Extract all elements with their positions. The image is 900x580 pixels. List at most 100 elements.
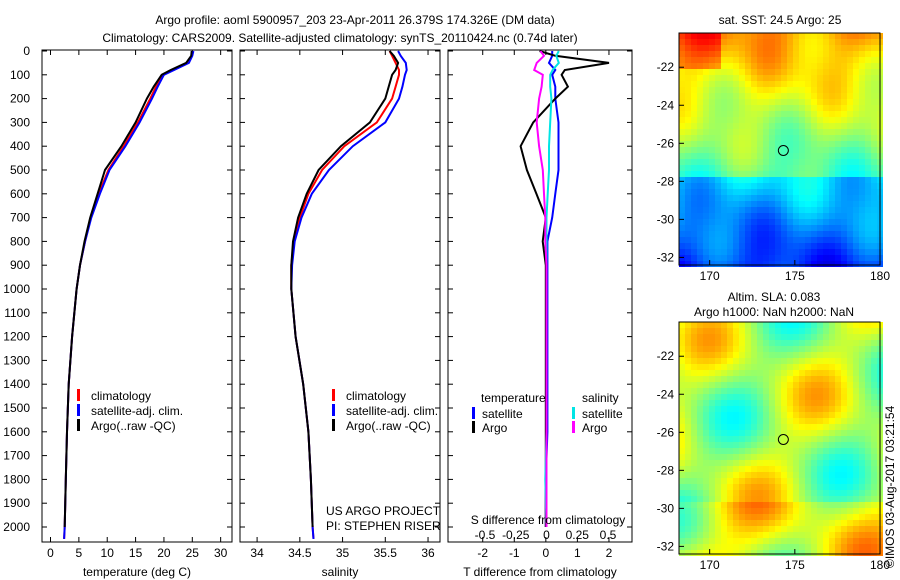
map-cell <box>739 520 745 526</box>
map-cell <box>865 358 871 364</box>
map-cell <box>769 424 775 430</box>
map-cell <box>769 153 775 159</box>
map-cell <box>847 261 853 267</box>
map-cell <box>757 544 763 550</box>
map-cell <box>835 544 841 550</box>
map-cell <box>805 171 811 177</box>
map-cell <box>847 99 853 105</box>
map-cell <box>763 382 769 388</box>
map-cell <box>817 352 823 358</box>
map-cell <box>859 159 865 165</box>
map-cell <box>811 394 817 400</box>
map-cell <box>739 472 745 478</box>
map-cell <box>757 532 763 538</box>
map-cell <box>775 520 781 526</box>
map-cell <box>817 508 823 514</box>
map-cell <box>769 111 775 117</box>
map-cell <box>697 75 703 81</box>
map-cell <box>685 376 691 382</box>
map-cell <box>679 63 685 69</box>
map-cell <box>805 484 811 490</box>
map-cell <box>793 382 799 388</box>
map-cell <box>781 358 787 364</box>
map-cell <box>775 430 781 436</box>
map-cell <box>751 219 757 225</box>
map-cell <box>745 231 751 237</box>
map-cell <box>685 430 691 436</box>
map-cell <box>757 225 763 231</box>
map-cell <box>727 261 733 267</box>
map-cell <box>805 442 811 448</box>
map-cell <box>805 526 811 532</box>
map-cell <box>697 123 703 129</box>
map-cell <box>841 51 847 57</box>
map-cell <box>769 237 775 243</box>
map-cell <box>691 328 697 334</box>
map-cell <box>697 358 703 364</box>
map-cell <box>703 460 709 466</box>
map-cell <box>805 261 811 267</box>
map-cell <box>835 520 841 526</box>
map-cell <box>775 33 781 39</box>
map-cell <box>781 430 787 436</box>
map-cell <box>871 502 877 508</box>
map-cell <box>817 243 823 249</box>
map-cell <box>835 237 841 243</box>
map-cell <box>703 225 709 231</box>
map-cell <box>697 490 703 496</box>
map-cell <box>853 412 859 418</box>
map-cell <box>733 123 739 129</box>
map-cell <box>739 346 745 352</box>
map-cell <box>763 418 769 424</box>
map-cell <box>745 261 751 267</box>
map-cell <box>739 400 745 406</box>
map-cell <box>835 153 841 159</box>
map-cell <box>739 538 745 544</box>
map-cell <box>829 159 835 165</box>
map-cell <box>769 135 775 141</box>
map-cell <box>871 219 877 225</box>
map-cell <box>745 424 751 430</box>
map-cell <box>835 472 841 478</box>
map-cell <box>811 454 817 460</box>
map-cell <box>847 165 853 171</box>
map-cell <box>841 400 847 406</box>
map-cell <box>823 478 829 484</box>
map-cell <box>721 490 727 496</box>
map-cell <box>823 249 829 255</box>
map-cell <box>805 177 811 183</box>
map-cell <box>835 207 841 213</box>
map-cell <box>853 334 859 340</box>
map-cell <box>823 490 829 496</box>
map-cell <box>685 544 691 550</box>
map-cell <box>679 165 685 171</box>
legend-label: Argo <box>482 421 508 435</box>
map-cell <box>853 394 859 400</box>
map-cell <box>745 243 751 249</box>
map-cell <box>871 87 877 93</box>
map-cell <box>685 340 691 346</box>
map-cell <box>775 201 781 207</box>
map-cell <box>739 135 745 141</box>
map-cell <box>817 105 823 111</box>
map-cell <box>865 424 871 430</box>
map-cell <box>817 370 823 376</box>
map-cell <box>775 81 781 87</box>
map-cell <box>865 460 871 466</box>
map-cell <box>805 249 811 255</box>
map-cell <box>787 472 793 478</box>
map-cell <box>841 544 847 550</box>
legend-swatch <box>472 421 475 433</box>
map-cell <box>763 364 769 370</box>
map-cell <box>829 87 835 93</box>
map-cell <box>787 87 793 93</box>
map-cell <box>823 153 829 159</box>
map-cell <box>781 472 787 478</box>
map-cell <box>859 334 865 340</box>
map-cell <box>853 472 859 478</box>
map-cell <box>811 340 817 346</box>
map-cell <box>781 382 787 388</box>
map-cell <box>787 394 793 400</box>
map-cell <box>715 496 721 502</box>
map-cell <box>697 201 703 207</box>
